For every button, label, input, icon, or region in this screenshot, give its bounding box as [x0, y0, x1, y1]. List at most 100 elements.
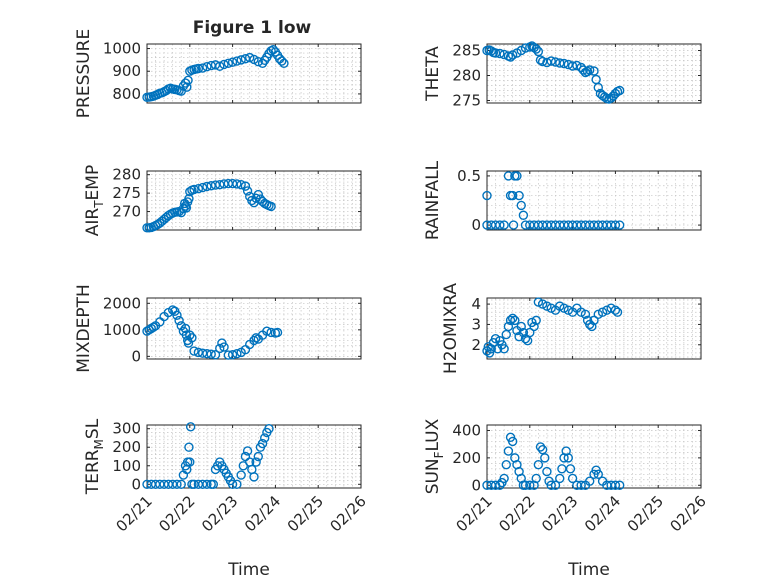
chart-rainfall-point — [610, 220, 621, 230]
chart-terr_msl-xtick-label: 02/26 — [327, 492, 370, 535]
chart-rainfall-grid — [486, 171, 702, 230]
chart-mixdepth-point — [172, 310, 182, 320]
chart-terr_msl-point — [232, 479, 242, 489]
chart-terr_msl-ylabel-sub: M — [92, 439, 106, 449]
chart-h2omixra-point — [542, 301, 552, 311]
chart-pressure: 800 900 1000 PRESSURE Figure 1 low — [74, 18, 362, 118]
chart-air_temp-point — [242, 186, 253, 196]
chart-rainfall-ytick-label: 0.5 — [457, 167, 481, 185]
chart-h2omixra-point — [546, 303, 556, 313]
chart-pressure-point — [232, 56, 242, 66]
chart-pressure-point — [219, 59, 229, 70]
chart-sun_flux-point — [540, 453, 550, 463]
chart-terr_msl-point — [176, 479, 186, 489]
chart-rainfall-point — [518, 210, 529, 220]
chart-h2omixra-point — [612, 307, 623, 317]
chart-sun_flux-ylabel-sub: F — [432, 451, 446, 458]
chart-terr_msl-point — [242, 446, 253, 456]
chart-theta-ylabel: THETA — [423, 46, 443, 102]
chart-sun_flux-xtick-label: 02/21 — [453, 492, 496, 535]
chart-pressure-ylabel: PRESSURE — [74, 29, 94, 118]
chart-air_temp-point — [181, 203, 192, 213]
chart-h2omixra-point — [606, 303, 616, 313]
chart-h2omixra: 2 3 4 H2OMIXRA — [441, 283, 702, 374]
chart-theta-point — [535, 55, 546, 65]
chart-air_temp-point — [253, 189, 263, 200]
chart-terr_msl-ytick-label: 0 — [131, 475, 141, 493]
chart-rainfall-point — [614, 220, 625, 230]
chart-theta-point — [550, 57, 561, 67]
chart-theta-point — [585, 65, 595, 75]
chart-pressure-ytick-label: 900 — [112, 62, 141, 80]
chart-h2omixra-ytick-label: 3 — [471, 315, 481, 333]
chart-sun_flux-ylabel-main: SUN — [423, 458, 443, 494]
chart-h2omixra-ylabel: H2OMIXRA — [441, 283, 461, 374]
chart-h2omixra-point — [597, 307, 608, 317]
chart-mixdepth-point — [174, 315, 184, 326]
chart-terr_msl-point — [185, 457, 195, 467]
chart-h2omixra-point — [531, 315, 541, 326]
chart-terr_msl-point — [172, 479, 182, 489]
chart-air_temp-ytick-label: 270 — [112, 203, 141, 221]
chart-h2omixra-series — [482, 297, 623, 358]
chart-sun_flux-xtick-label: 02/22 — [495, 492, 538, 535]
chart-pressure-point — [183, 75, 193, 86]
chart-mixdepth-point — [266, 327, 276, 338]
chart-terr_msl-xtick-label: 02/24 — [241, 492, 284, 535]
chart-pressure-point — [215, 61, 225, 71]
chart-mixdepth-point — [249, 335, 259, 346]
chart-air_temp-point — [240, 181, 251, 191]
chart-sun_flux-point — [531, 473, 541, 484]
chart-pressure-ytick-label: 1000 — [103, 40, 141, 58]
chart-terr_msl-point — [260, 433, 270, 443]
chart-air_temp-point — [232, 179, 242, 189]
chart-h2omixra-point — [510, 315, 520, 326]
chart-terr_msl-point — [208, 479, 219, 489]
chart-sun_flux-point — [614, 480, 625, 490]
chart-pressure-title: Figure 1 low — [193, 18, 312, 38]
chart-pressure-point — [227, 57, 238, 67]
chart-sun_flux-grid — [486, 424, 702, 488]
chart-mixdepth-point — [180, 323, 191, 334]
chart-theta-frame — [486, 43, 702, 104]
chart-sun_flux-xlabel: Time — [567, 560, 610, 580]
chart-mixdepth-point — [227, 350, 238, 360]
chart-sun_flux-point — [565, 464, 576, 474]
chart-h2omixra-point — [563, 305, 574, 315]
chart-air_temp-ylabel-main: AIR — [83, 208, 103, 237]
chart-terr_msl-point — [185, 422, 196, 432]
chart-mixdepth-ylabel: MIXDEPTH — [74, 284, 94, 373]
chart-air_temp-ytick-label: 280 — [112, 166, 141, 184]
chart-h2omixra-point — [525, 327, 535, 338]
chart-sun_flux-point — [537, 444, 548, 455]
chart-sun_flux-xtick-label: 02/25 — [624, 492, 667, 535]
chart-h2omixra-point — [490, 333, 501, 344]
chart-sun_flux-xtick-label: 02/26 — [667, 492, 710, 535]
chart-air_temp-point — [202, 181, 212, 192]
chart-theta-point — [533, 46, 544, 57]
chart-theta-point — [495, 48, 505, 59]
chart-theta-series — [482, 41, 625, 104]
chart-air_temp-point — [266, 201, 276, 212]
chart-sun_flux-point — [501, 460, 511, 470]
chart-air_temp-ylabel: AIRTEMP — [83, 165, 106, 236]
chart-pressure-grid — [146, 43, 362, 104]
chart-terr_msl-point — [236, 470, 246, 480]
chart-h2omixra-frame — [486, 297, 702, 360]
chart-h2omixra-point — [520, 333, 531, 344]
chart-pressure-series — [142, 44, 289, 103]
chart-mixdepth-point — [219, 342, 229, 352]
chart-sun_flux-frame — [486, 424, 702, 489]
chart-theta-point — [614, 85, 625, 96]
chart-terr_msl-ylabel: TERRMSL — [83, 418, 106, 495]
chart-terr_msl-xtick-label: 02/21 — [113, 492, 156, 535]
chart-pressure-point — [182, 82, 192, 92]
chart-terr_msl-point — [249, 472, 259, 482]
chart-sun_flux-point — [576, 480, 586, 490]
chart-h2omixra-point — [610, 305, 621, 315]
chart-mixdepth-point — [206, 349, 216, 359]
chart-theta-point — [589, 66, 599, 76]
chart-h2omixra-point — [529, 321, 539, 332]
chart-rainfall: 0 0.5 RAINFALL — [423, 160, 702, 240]
